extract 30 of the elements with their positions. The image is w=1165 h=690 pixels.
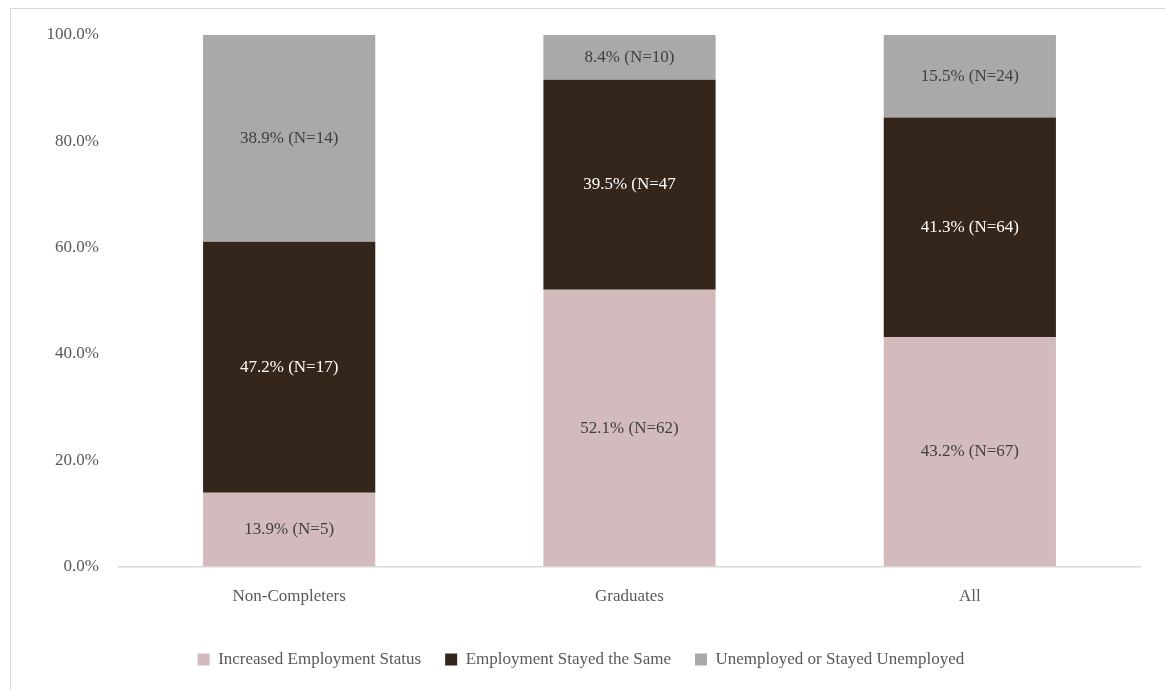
- y-tick-label: 60.0%: [55, 237, 99, 257]
- bar: [203, 492, 376, 567]
- data-label: 38.9% (N=14): [239, 127, 339, 147]
- legend-label: Employment Stayed the Same: [465, 648, 672, 668]
- data-label: 47.2% (N=17): [239, 356, 339, 376]
- y-tick-label: 100.0%: [46, 24, 99, 44]
- legend-label: Increased Employment Status: [218, 648, 422, 668]
- bar: [203, 35, 376, 242]
- data-label: 43.2% (N=67): [920, 441, 1020, 461]
- bar: [203, 241, 376, 493]
- bar: [543, 79, 716, 290]
- x-tick-label: All: [958, 586, 981, 606]
- bar: [543, 289, 716, 567]
- y-tick-label: 20.0%: [55, 449, 99, 469]
- data-label: 39.5% (N=47: [583, 174, 677, 194]
- bar: [543, 35, 716, 80]
- y-tick-label: 0.0%: [63, 556, 99, 576]
- data-label: 52.1% (N=62): [580, 417, 679, 437]
- bar: [883, 336, 1056, 567]
- x-tick-label: Graduates: [595, 586, 664, 606]
- data-label: 8.4% (N=10): [584, 46, 675, 66]
- data-label: 13.9% (N=5): [244, 519, 335, 539]
- y-tick-label: 40.0%: [55, 343, 99, 363]
- data-label: 15.5% (N=24): [920, 65, 1020, 85]
- legend-label: Unemployed or Stayed Unemployed: [715, 648, 965, 668]
- x-tick-label: Non-Completers: [232, 586, 346, 606]
- y-tick-label: 80.0%: [55, 130, 99, 150]
- bar: [883, 117, 1056, 337]
- data-label: 41.3% (N=64): [920, 216, 1020, 236]
- bar: [883, 35, 1056, 118]
